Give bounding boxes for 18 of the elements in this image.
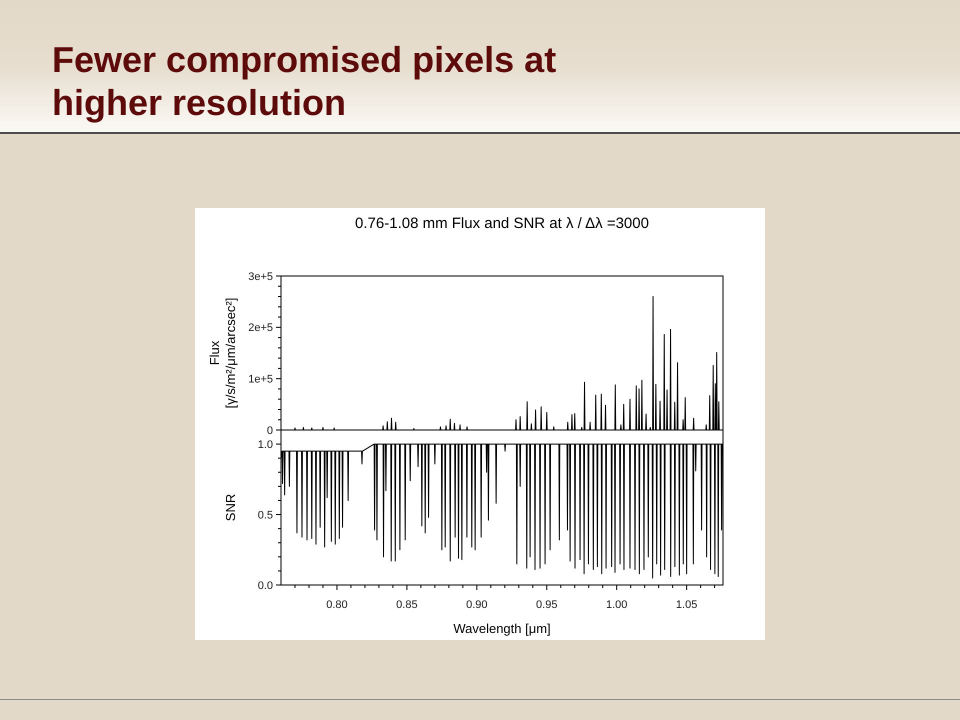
chart-subtitle: 0.76-1.08 mm Flux and SNR at λ / Δλ =3000 — [355, 215, 649, 232]
x-tick-label: 1.00 — [606, 599, 628, 611]
x-tick-label: 0.90 — [466, 599, 488, 611]
chart-title: Fewer compromised pixels at higher resolution — [52, 39, 556, 123]
y-tick-label: 1e+5 — [248, 374, 273, 386]
y-tick-label: 1.0 — [258, 438, 273, 451]
y-tick-label: 0 — [266, 424, 273, 437]
y-axis-title: SNR — [223, 494, 238, 522]
x-tick-label: 0.85 — [396, 599, 418, 611]
x-tick-label: 1.05 — [676, 599, 698, 611]
x-tick-label: 0.95 — [536, 599, 558, 611]
y-tick-label: 0.0 — [258, 580, 273, 592]
y-tick-label: 3e+5 — [248, 270, 273, 283]
y-tick-label: 0.5 — [258, 509, 273, 522]
x-tick-label: 0.80 — [326, 599, 348, 611]
x-axis-title: Wavelength [μm] — [453, 621, 551, 636]
y-axis-title: Flux [γ/s/m²/μm/arcsec²] — [207, 298, 238, 408]
y-tick-label: 2e+5 — [248, 322, 273, 334]
